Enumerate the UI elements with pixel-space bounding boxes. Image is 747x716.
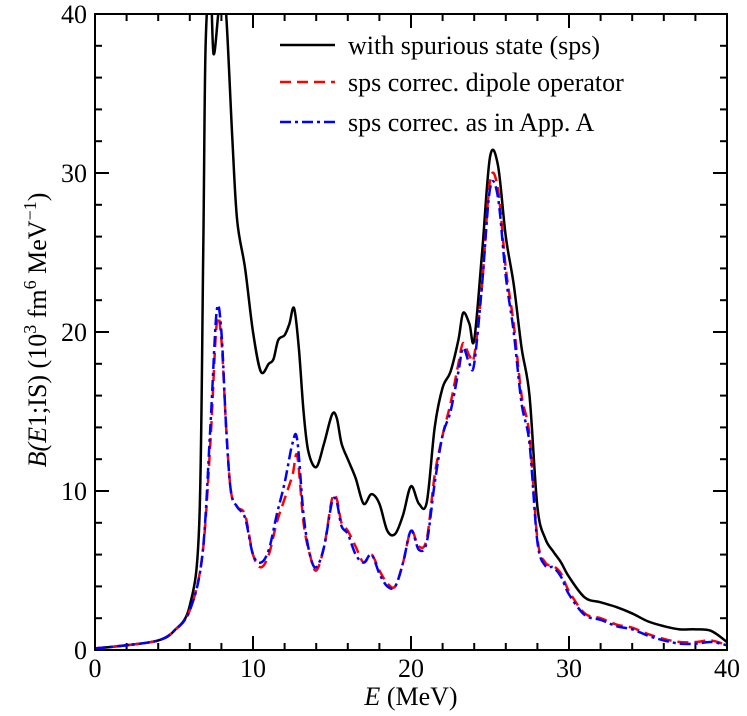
x-tick-label: 0 — [89, 654, 102, 683]
x-tick-label: 30 — [556, 654, 582, 683]
y-axis-title: B(E1;IS) (103 fm6 MeV−1) — [20, 193, 52, 468]
y-tick-label: 40 — [61, 0, 87, 29]
plot-frame — [94, 13, 728, 651]
series-line-with-sps — [95, 14, 727, 650]
y-tick-label: 20 — [61, 318, 87, 347]
x-tick-label: 20 — [398, 654, 424, 683]
series-line-dipole-operator — [95, 171, 727, 650]
series-line-app-a — [95, 179, 727, 650]
x-axis-title: E (MeV) — [363, 682, 457, 711]
legend-label-app-a: sps correc. as in App. A — [348, 108, 594, 137]
y-tick-label: 0 — [74, 636, 87, 665]
legend: with spurious state (sps) sps correc. di… — [280, 31, 624, 137]
y-tick-label: 10 — [61, 477, 87, 506]
x-tick-label: 10 — [240, 654, 266, 683]
y-tick-label: 30 — [61, 159, 87, 188]
legend-label-dipole-operator: sps correc. dipole operator — [348, 68, 624, 97]
x-tick-label: 40 — [714, 654, 740, 683]
legend-label-with-sps: with spurious state (sps) — [348, 31, 600, 60]
